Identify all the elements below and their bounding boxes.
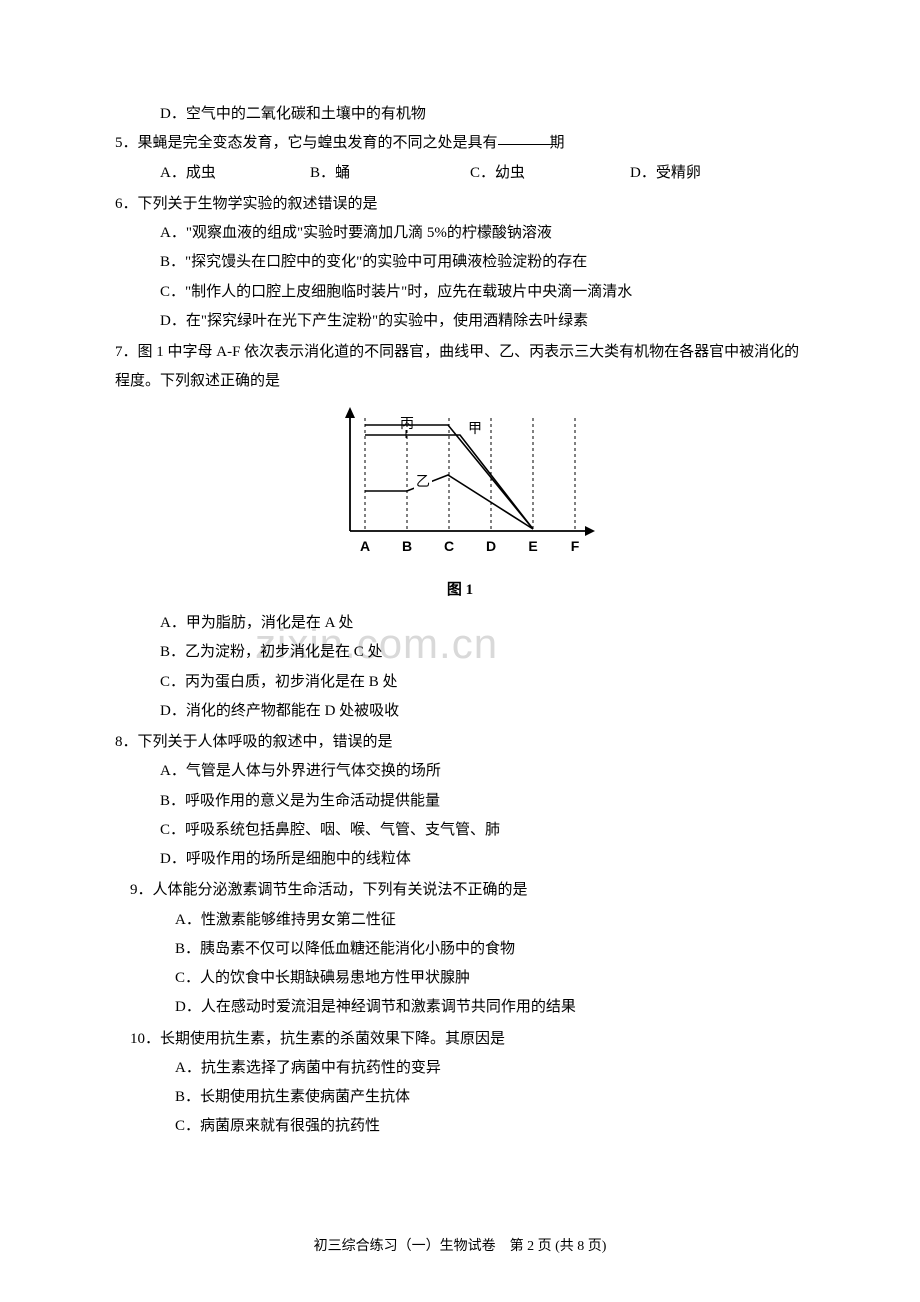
- q10-option-c: C．病菌原来就有很强的抗药性: [175, 1112, 805, 1141]
- q10-options: A．抗生素选择了病菌中有抗药性的变异 B．长期使用抗生素使病菌产生抗体 C．病菌…: [130, 1054, 805, 1142]
- q10-option-b: B．长期使用抗生素使病菌产生抗体: [175, 1083, 805, 1112]
- q6-options: A．"观察血液的组成"实验时要滴加几滴 5%的柠檬酸钠溶液 B．"探究馒头在口腔…: [115, 219, 805, 336]
- svg-text:D: D: [486, 538, 496, 554]
- q6-option-d: D．在"探究绿叶在光下产生淀粉"的实验中，使用酒精除去叶绿素: [160, 307, 805, 336]
- q9-option-a: A．性激素能够维持男女第二性征: [175, 906, 805, 935]
- question-10: 10．长期使用抗生素，抗生素的杀菌效果下降。其原因是 A．抗生素选择了病菌中有抗…: [115, 1025, 805, 1142]
- question-7: 7．图 1 中字母 A-F 依次表示消化道的不同器官，曲线甲、乙、丙表示三大类有…: [115, 338, 805, 726]
- q6-option-a: A．"观察血液的组成"实验时要滴加几滴 5%的柠檬酸钠溶液: [160, 219, 805, 248]
- q8-stem: 8．下列关于人体呼吸的叙述中，错误的是: [115, 728, 805, 757]
- q10-option-a: A．抗生素选择了病菌中有抗药性的变异: [175, 1054, 805, 1083]
- q7-caption: 图 1: [115, 576, 805, 605]
- q5-stem: 5．果蝇是完全变态发育，它与蝗虫发育的不同之处是具有 期: [115, 129, 805, 158]
- q9-option-d: D．人在感动时爱流泪是神经调节和激素调节共同作用的结果: [175, 993, 805, 1022]
- q9-option-b: B．胰岛素不仅可以降低血糖还能消化小肠中的食物: [175, 935, 805, 964]
- question-8: 8．下列关于人体呼吸的叙述中，错误的是 A．气管是人体与外界进行气体交换的场所 …: [115, 728, 805, 874]
- svg-text:E: E: [528, 538, 537, 554]
- q7-option-a: A．甲为脂肪，消化是在 A 处: [160, 609, 805, 638]
- q6-stem: 6．下列关于生物学实验的叙述错误的是: [115, 190, 805, 219]
- svg-text:C: C: [444, 538, 454, 554]
- svg-text:乙: 乙: [416, 474, 430, 490]
- q10-stem: 10．长期使用抗生素，抗生素的杀菌效果下降。其原因是: [130, 1025, 805, 1054]
- q6-option-b: B．"探究馒头在口腔中的变化"的实验中可用碘液检验淀粉的存在: [160, 248, 805, 277]
- q8-option-b: B．呼吸作用的意义是为生命活动提供能量: [160, 787, 805, 816]
- q8-option-a: A．气管是人体与外界进行气体交换的场所: [160, 757, 805, 786]
- q7-option-c: C．丙为蛋白质，初步消化是在 B 处: [160, 668, 805, 697]
- q5-tail: 期: [550, 135, 565, 151]
- q8-options: A．气管是人体与外界进行气体交换的场所 B．呼吸作用的意义是为生命活动提供能量 …: [115, 757, 805, 874]
- q9-stem: 9．人体能分泌激素调节生命活动，下列有关说法不正确的是: [130, 876, 805, 905]
- svg-text:B: B: [402, 538, 412, 554]
- q8-option-c: C．呼吸系统包括鼻腔、咽、喉、气管、支气管、肺: [160, 816, 805, 845]
- q5-option-d: D．受精卵: [630, 159, 780, 188]
- q5-option-c: C．幼虫: [470, 159, 630, 188]
- svg-text:A: A: [360, 538, 370, 554]
- q5-options: A．成虫 B．蛹 C．幼虫 D．受精卵: [115, 159, 805, 188]
- q7-stem: 7．图 1 中字母 A-F 依次表示消化道的不同器官，曲线甲、乙、丙表示三大类有…: [115, 338, 805, 397]
- question-5: 5．果蝇是完全变态发育，它与蝗虫发育的不同之处是具有 期 A．成虫 B．蛹 C．幼…: [115, 129, 805, 188]
- blank-line: [498, 130, 550, 145]
- question-6: 6．下列关于生物学实验的叙述错误的是 A．"观察血液的组成"实验时要滴加几滴 5…: [115, 190, 805, 336]
- q4-option-d: D．空气中的二氧化碳和土壤中的有机物: [115, 100, 805, 129]
- svg-text:F: F: [571, 538, 580, 554]
- page-content: D．空气中的二氧化碳和土壤中的有机物 5．果蝇是完全变态发育，它与蝗虫发育的不同…: [115, 100, 805, 1142]
- q8-option-d: D．呼吸作用的场所是细胞中的线粒体: [160, 845, 805, 874]
- svg-text:丙: 丙: [400, 417, 414, 432]
- question-9: 9．人体能分泌激素调节生命活动，下列有关说法不正确的是 A．性激素能够维持男女第…: [115, 876, 805, 1022]
- q7-chart: A B C D E F 甲乙 丙: [115, 403, 805, 574]
- q6-option-c: C．"制作人的口腔上皮细胞临时装片"时，应先在载玻片中央滴一滴清水: [160, 278, 805, 307]
- q5-stem-text: 5．果蝇是完全变态发育，它与蝗虫发育的不同之处是具有: [115, 135, 498, 151]
- q7-options: A．甲为脂肪，消化是在 A 处 B．乙为淀粉，初步消化是在 C 处 C．丙为蛋白…: [115, 609, 805, 726]
- q9-options: A．性激素能够维持男女第二性征 B．胰岛素不仅可以降低血糖还能消化小肠中的食物 …: [130, 906, 805, 1023]
- q5-option-a: A．成虫: [160, 159, 310, 188]
- q9-option-c: C．人的饮食中长期缺碘易患地方性甲状腺肿: [175, 964, 805, 993]
- q7-option-d: D．消化的终产物都能在 D 处被吸收: [160, 697, 805, 726]
- page-footer: 初三综合练习（一）生物试卷 第 2 页 (共 8 页): [0, 1233, 920, 1260]
- q7-option-b: B．乙为淀粉，初步消化是在 C 处: [160, 638, 805, 667]
- q5-option-b: B．蛹: [310, 159, 470, 188]
- svg-text:甲: 甲: [468, 422, 482, 437]
- digestion-chart-svg: A B C D E F 甲乙 丙: [320, 403, 600, 563]
